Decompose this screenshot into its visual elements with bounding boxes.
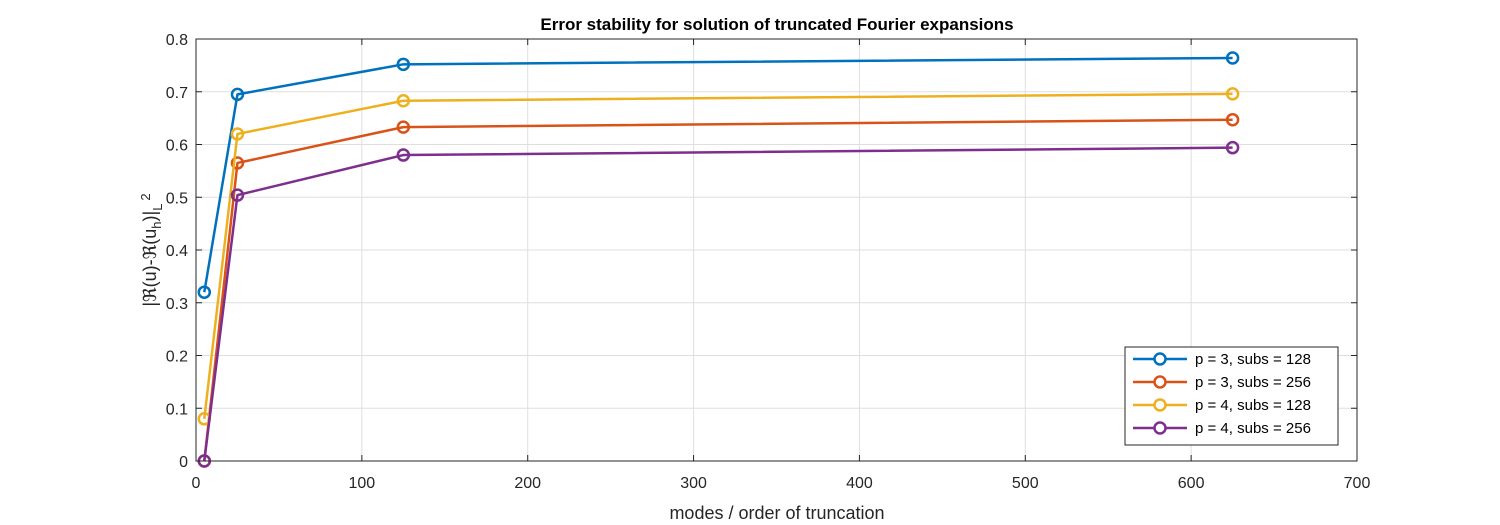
x-tick-label: 400: [846, 475, 873, 492]
x-tick-label: 100: [349, 475, 376, 492]
y-tick-label: 0.8: [166, 32, 188, 49]
data-point: [230, 87, 245, 102]
y-axis-label-sup: 2: [138, 193, 153, 200]
series-line: [203, 118, 1233, 462]
y-axis-label-sub-l: L: [150, 204, 165, 211]
x-tick-label: 200: [514, 475, 541, 492]
data-point: [396, 148, 411, 162]
y-tick-label: 0.7: [166, 85, 188, 102]
y-tick-label: 0.1: [166, 401, 188, 418]
data-point: [1225, 51, 1240, 65]
y-axis-label-main: |ℜ(u)-ℜ(u: [140, 229, 160, 307]
legend-label: p = 4, subs = 128: [1195, 397, 1311, 414]
data-point: [230, 127, 245, 141]
x-tick-label: 500: [1012, 475, 1039, 492]
y-tick-label: 0.6: [166, 138, 188, 155]
legend: p = 3, subs = 128 p = 3, subs = 256 p = 4,…: [1124, 346, 1339, 446]
legend-swatch-marker: [1153, 375, 1167, 389]
x-tick-label: 600: [1178, 475, 1205, 492]
series-line: [203, 92, 1233, 419]
legend-swatch-marker: [1153, 352, 1167, 366]
y-tick-label: 0.4: [166, 243, 188, 260]
legend-label: p = 3, subs = 256: [1195, 374, 1311, 391]
legend-item: p = 4, subs = 128: [1133, 397, 1311, 414]
data-point: [396, 120, 411, 134]
series-line: [203, 146, 1233, 462]
series-4: [197, 140, 1240, 468]
y-axis-label: |ℜ(u)-ℜ(uh)|L 2: [138, 193, 165, 306]
legend-item: p = 3, subs = 128: [1133, 351, 1311, 368]
data-point: [230, 156, 245, 170]
data-point: [1225, 112, 1240, 127]
y-tick-label: 0.3: [166, 296, 188, 313]
series-1: [197, 51, 1240, 299]
legend-swatch-marker: [1153, 421, 1167, 435]
x-tick-label: 0: [192, 475, 201, 492]
data-point: [1225, 87, 1240, 101]
y-tick-label: 0.5: [166, 190, 188, 207]
data-point: [396, 93, 411, 108]
legend-item: p = 4, subs = 256: [1133, 420, 1311, 437]
y-tick-label: 0.2: [166, 349, 188, 366]
data-point: [197, 285, 212, 299]
x-axis-label: modes / order of truncation: [669, 503, 884, 523]
x-tick-label: 700: [1344, 475, 1371, 492]
data-point: [396, 57, 411, 72]
series-layer: [197, 51, 1240, 468]
data-point: [230, 188, 245, 202]
legend-swatch-marker: [1153, 398, 1167, 412]
x-axis: 0 100 200 300 400 500 600 700: [192, 39, 1371, 492]
legend-label: p = 4, subs = 256: [1195, 420, 1311, 437]
series-3: [197, 87, 1240, 426]
legend-label: p = 3, subs = 128: [1195, 351, 1311, 368]
y-axis-label-sub-h: h: [149, 221, 164, 228]
y-axis-label-mid: )|: [140, 211, 160, 222]
y-tick-label: 0: [179, 454, 188, 471]
x-tick-label: 300: [680, 475, 707, 492]
data-point: [1225, 140, 1240, 155]
legend-item: p = 3, subs = 256: [1133, 374, 1311, 391]
chart-title: Error stability for solution of truncate…: [540, 15, 1013, 34]
series-line: [203, 56, 1233, 293]
y-axis: 0 0.1 0.2 0.3 0.4 0.5 0.6 0.7 0.8: [166, 32, 1357, 471]
